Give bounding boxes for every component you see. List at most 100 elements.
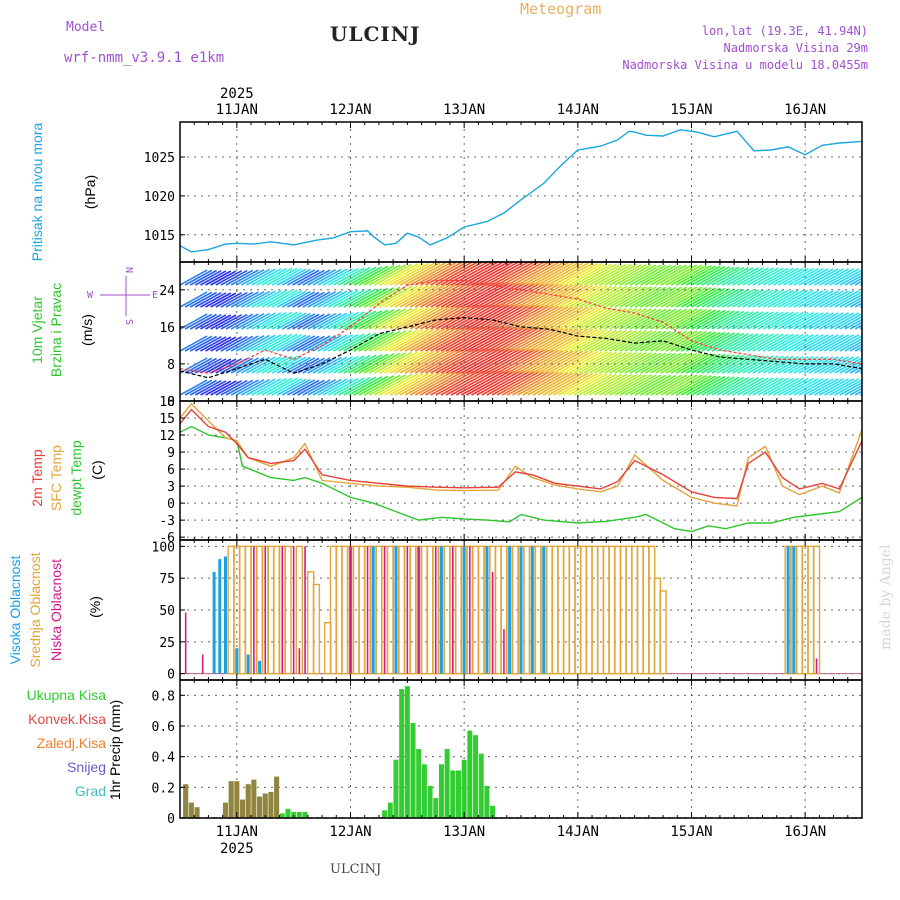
- wind-barb: [435, 348, 479, 374]
- wind-barb: [578, 351, 617, 374]
- wind-barb: [512, 327, 554, 352]
- precip-bar: [291, 811, 297, 818]
- wind-barb: [200, 336, 227, 352]
- wind-barb: [501, 327, 545, 352]
- wind-barb: [384, 373, 424, 396]
- wind-barb: [409, 305, 452, 330]
- wind-barb: [624, 330, 662, 352]
- precip-bar: [393, 759, 399, 818]
- wind-barb: [379, 373, 419, 396]
- precip-bar: [490, 805, 496, 818]
- wind-barb: [680, 265, 717, 286]
- wind-barb: [634, 374, 672, 396]
- wind-barb: [849, 343, 862, 352]
- wind-barb: [772, 311, 804, 330]
- wind-barb: [522, 306, 564, 330]
- wind-barb: [261, 355, 293, 374]
- wind-barb: [322, 290, 353, 308]
- wind-barb: [399, 306, 441, 330]
- wind-barb: [660, 286, 698, 308]
- wind-barb: [466, 262, 510, 286]
- wind-barb: [471, 348, 515, 374]
- wind-barb: [650, 308, 687, 330]
- wind-barb: [639, 286, 677, 308]
- day-label-bottom: 12JAN: [329, 824, 371, 840]
- wind-barb: [189, 379, 217, 396]
- wind-barb: [685, 265, 721, 286]
- y-tick-label: 1015: [144, 229, 175, 244]
- wind-barb: [317, 290, 348, 308]
- precip-bar: [421, 764, 427, 818]
- wind-barb: [235, 269, 265, 286]
- precip-bar-conv: [183, 784, 189, 818]
- wind-barb: [496, 371, 540, 396]
- wind-barb: [327, 267, 359, 286]
- wind-barb: [732, 333, 764, 352]
- wind-barb: [834, 379, 862, 396]
- wind-barb: [435, 282, 479, 308]
- wind-barb: [373, 329, 413, 352]
- wind-barb: [742, 355, 774, 374]
- precip-bar: [399, 689, 405, 818]
- wind-barb: [496, 349, 540, 374]
- wind-barb: [230, 313, 259, 330]
- wind-barb: [205, 270, 232, 286]
- wind-barb: [476, 326, 520, 352]
- precip-bar-conv: [251, 779, 257, 818]
- wind-barb: [527, 284, 569, 308]
- wind-barb: [348, 376, 383, 396]
- wind-barb: [180, 357, 208, 374]
- wind-barb: [645, 264, 682, 286]
- wind-barb: [394, 284, 435, 308]
- wind-barb: [517, 283, 559, 308]
- wind-barb: [665, 374, 703, 396]
- year-label-top: 2025: [220, 86, 254, 102]
- wind-barb: [481, 348, 525, 374]
- wind-barb: [414, 371, 457, 396]
- wind-barb: [747, 289, 779, 308]
- wind-barb: [215, 314, 242, 330]
- wind-barb: [455, 370, 500, 396]
- cloud-high-label: Visoka Oblacnost: [7, 556, 23, 665]
- wind-barb: [701, 310, 735, 330]
- wind-barb: [788, 268, 819, 286]
- wind-barb: [266, 311, 298, 330]
- precip-bar-conv: [262, 793, 268, 818]
- wind-barb: [752, 289, 784, 308]
- wind-barb: [440, 370, 484, 396]
- wind-barb: [384, 263, 424, 286]
- precip-bar: [285, 808, 291, 818]
- station-title: ULCINJ: [330, 22, 421, 46]
- wind-barb: [696, 376, 731, 396]
- wind-barb: [588, 373, 627, 396]
- day-label-bottom: 16JAN: [784, 824, 826, 840]
- wind-barb: [859, 283, 862, 286]
- y-tick-label: 1025: [144, 151, 175, 166]
- wind-barb: [194, 314, 222, 330]
- wind-barb: [389, 262, 430, 286]
- wind-barb: [737, 311, 769, 330]
- wind-barb: [512, 349, 554, 374]
- wind-barb: [394, 350, 435, 374]
- wind-barb: [752, 311, 784, 330]
- wind-barb: [778, 377, 809, 396]
- wind-barb: [522, 328, 564, 352]
- wind-barb: [506, 327, 550, 352]
- wind-barb: [333, 355, 365, 374]
- wind-barb: [803, 378, 834, 396]
- wind-barb: [230, 269, 259, 286]
- cloud-mid-label: Srednja Oblacnost: [27, 552, 43, 667]
- wind-series-line: [179, 279, 863, 374]
- wind-barb: [680, 287, 717, 308]
- wind-barb: [261, 377, 293, 396]
- product-title: Meteogram: [520, 0, 602, 18]
- wind-barb: [517, 371, 559, 396]
- wind-barb: [645, 330, 682, 352]
- wind-barb: [619, 264, 657, 286]
- wind-barb: [721, 289, 754, 308]
- wind-barb: [767, 333, 799, 352]
- wind-barb: [747, 267, 779, 286]
- wind-barb: [813, 312, 844, 330]
- precip-legend-item: Grad: [75, 783, 106, 799]
- day-label-bottom: 14JAN: [557, 824, 599, 840]
